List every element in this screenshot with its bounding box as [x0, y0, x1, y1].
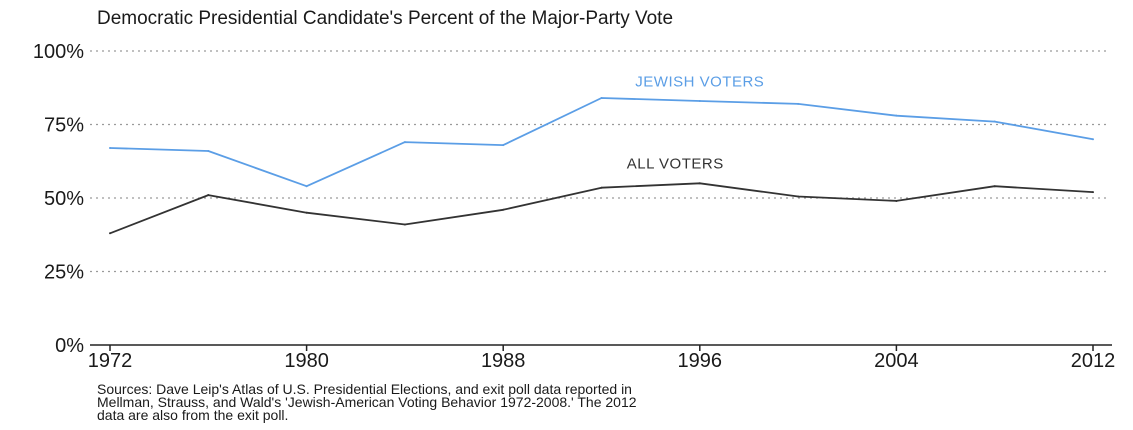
all-voters-label: ALL VOTERS [627, 156, 724, 173]
grid-lines [90, 51, 1110, 272]
x-tick-label: 2012 [1071, 350, 1116, 372]
x-tick-label: 1996 [678, 350, 723, 372]
jewish-voters-point [109, 147, 111, 149]
axes: 0% 25% 50% 75% 100% 1972 1980 1988 1996 2004 2012 [33, 41, 1115, 372]
jewish-voters-point [699, 100, 701, 102]
y-tick-label: 75% [44, 115, 84, 137]
jewish-voters-point [404, 141, 406, 143]
chart-title: Democratic Presidential Candidate's Perc… [97, 8, 673, 29]
all-voters-point [797, 196, 799, 198]
series-lines [109, 97, 1094, 234]
all-voters-point [306, 212, 308, 214]
x-tick-label: 1980 [284, 350, 329, 372]
source-note-line: data are also from the exit poll. [97, 407, 288, 423]
all-voters-point [895, 200, 897, 202]
jewish-voters-point [207, 150, 209, 152]
source-note: Sources: Dave Leip's Atlas of U.S. Presi… [97, 381, 637, 423]
x-tick-label: 1988 [481, 350, 526, 372]
all-voters-point [1092, 191, 1094, 193]
x-tick-label: 2004 [874, 350, 919, 372]
jewish-voters-point [895, 115, 897, 117]
series-labels: JEWISH VOTERS ALL VOTERS [627, 73, 765, 172]
all-voters-point [502, 209, 504, 211]
all-voters-line [110, 183, 1093, 233]
jewish-voters-line [110, 98, 1093, 186]
jewish-voters-point [306, 185, 308, 187]
all-voters-point [207, 194, 209, 196]
jewish-voters-point [1092, 138, 1094, 140]
x-tick-label: 1972 [88, 350, 133, 372]
y-tick-label: 25% [44, 262, 84, 284]
jewish-voters-label: JEWISH VOTERS [635, 73, 764, 90]
all-voters-point [699, 182, 701, 184]
all-voters-point [404, 223, 406, 225]
y-tick-label: 50% [44, 188, 84, 210]
y-tick-label: 0% [55, 335, 84, 357]
all-voters-point [601, 187, 603, 189]
jewish-voters-point [502, 144, 504, 146]
jewish-voters-point [797, 103, 799, 105]
jewish-voters-point [994, 121, 996, 123]
all-voters-point [994, 185, 996, 187]
jewish-voters-point [601, 97, 603, 99]
y-tick-label: 100% [33, 41, 84, 63]
all-voters-point [109, 232, 111, 234]
